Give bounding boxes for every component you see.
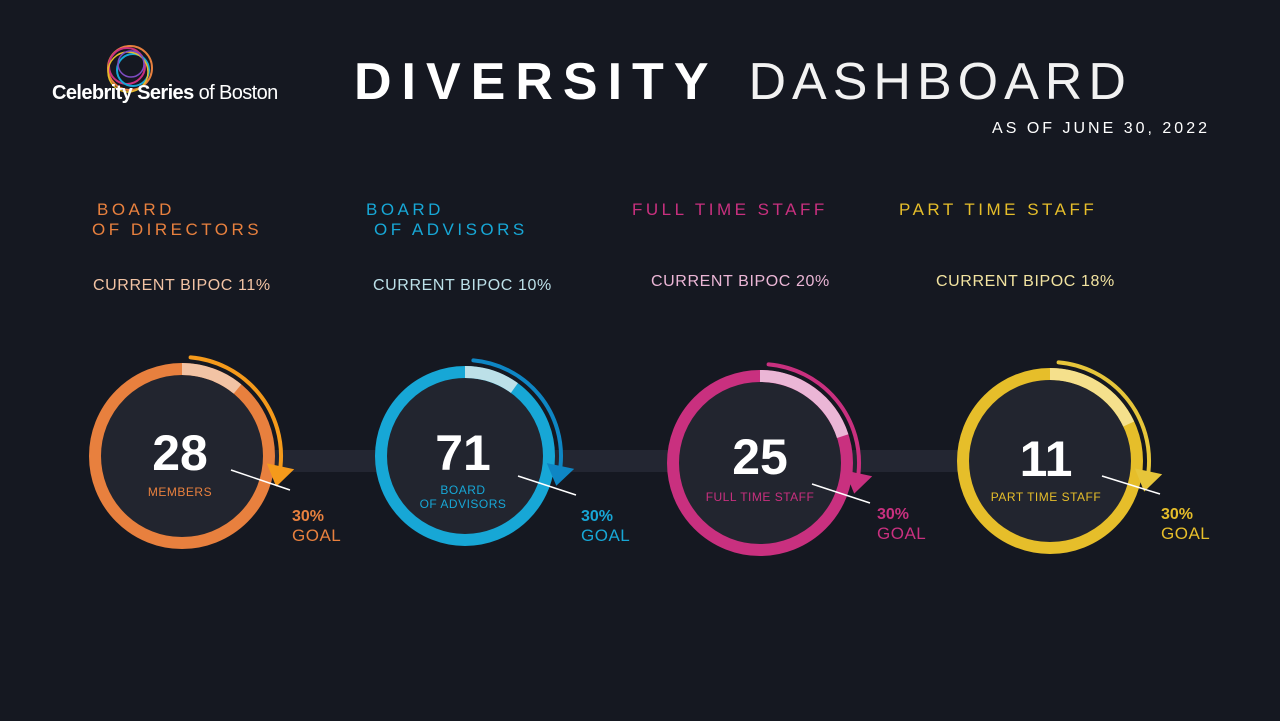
goal-arrow-arc-board-of-advisors <box>471 358 563 468</box>
count-full-time-staff: 25 <box>732 429 788 485</box>
goal-pointer-line-board-of-directors <box>230 469 291 491</box>
goal-label-board-of-advisors: GOAL <box>581 526 631 545</box>
goal-pointer-line-full-time-staff <box>811 483 871 504</box>
goal-percent-board-of-advisors: 30% <box>581 508 614 525</box>
category-line1: BOARD <box>97 200 175 219</box>
goal-label-part-time-staff: GOAL <box>1161 524 1211 543</box>
goal-label-board-of-directors: GOAL <box>292 526 342 545</box>
category-line2: OF DIRECTORS <box>92 220 263 239</box>
goal-arrowhead-board-of-advisors <box>546 463 575 486</box>
ring-fill-board-of-directors <box>100 374 264 538</box>
category-part-time-staff: PART TIME STAFF <box>899 200 1097 220</box>
page-title-bold: DIVERSITY <box>354 53 719 111</box>
ring-fill-part-time-staff <box>968 379 1132 543</box>
count-label-board-of-directors: MEMBERS <box>147 485 213 499</box>
current-bipoc-full-time-staff: CURRENT BIPOC 20% <box>651 273 830 290</box>
count-label-board-of-advisors: BOARD OF ADVISORS <box>383 483 543 511</box>
category-full-time-staff: FULL TIME STAFF <box>632 200 828 220</box>
goal-arrow-arc-part-time-staff <box>1056 360 1152 474</box>
logo: Celebrity Series of Boston <box>50 40 290 110</box>
goal-pointer-line-part-time-staff <box>1101 475 1161 495</box>
current-bipoc-board-of-directors: CURRENT BIPOC 11% <box>93 277 271 294</box>
page-title: DIVERSITY DASHBOARD <box>354 52 1214 112</box>
count-board-of-advisors: 71 <box>435 425 491 481</box>
count-board-of-directors: 28 <box>152 425 208 481</box>
page-title-light: DASHBOARD <box>748 53 1132 111</box>
as-of-date: AS OF JUNE 30, 2022 <box>992 120 1210 137</box>
goal-percent-full-time-staff: 30% <box>877 506 910 523</box>
bipoc-arc-part-time-staff <box>1049 368 1135 427</box>
bipoc-arc-board-of-advisors <box>464 365 518 393</box>
count-label-line1: BOARD <box>440 483 486 497</box>
goal-arrowhead-part-time-staff <box>1134 468 1163 492</box>
current-bipoc-part-time-staff: CURRENT BIPOC 18% <box>936 273 1115 290</box>
goal-percent-part-time-staff: 30% <box>1161 506 1194 523</box>
count-label-line2: OF ADVISORS <box>419 497 507 511</box>
category-board-of-advisors: BOARD OF ADVISORS <box>366 200 528 240</box>
goal-percent-board-of-directors: 30% <box>292 508 325 525</box>
ring-fill-full-time-staff <box>678 381 842 545</box>
goal-arrow-arc-full-time-staff <box>766 362 862 476</box>
logo-text-bold: Celebrity Series <box>52 82 194 104</box>
goal-arrow-arc-board-of-directors <box>188 355 284 469</box>
goal-arrowhead-board-of-directors <box>266 463 295 487</box>
ring-fill-board-of-advisors <box>386 377 544 535</box>
goal-pointer-line-board-of-advisors <box>517 475 577 496</box>
logo-text-light: of Boston <box>198 82 279 104</box>
category-line1: BOARD <box>366 200 444 219</box>
goal-arrowhead-full-time-staff <box>844 470 873 494</box>
category-line1: PART TIME STAFF <box>899 200 1098 219</box>
logo-text: Celebrity Series of Boston <box>52 82 278 105</box>
current-bipoc-board-of-advisors: CURRENT BIPOC 10% <box>373 277 552 294</box>
bipoc-arc-full-time-staff <box>759 370 849 439</box>
category-line1: FULL TIME STAFF <box>632 200 828 219</box>
bipoc-arc-board-of-directors <box>181 363 242 394</box>
count-label-part-time-staff: PART TIME STAFF <box>990 490 1102 504</box>
category-board-of-directors: BOARD OF DIRECTORS <box>92 200 262 240</box>
logo-circles-icon <box>107 45 153 93</box>
count-part-time-staff: 11 <box>1019 431 1073 487</box>
count-label-full-time-staff: FULL TIME STAFF <box>705 490 815 504</box>
goal-label-full-time-staff: GOAL <box>877 524 927 543</box>
category-line2: OF ADVISORS <box>374 220 528 239</box>
